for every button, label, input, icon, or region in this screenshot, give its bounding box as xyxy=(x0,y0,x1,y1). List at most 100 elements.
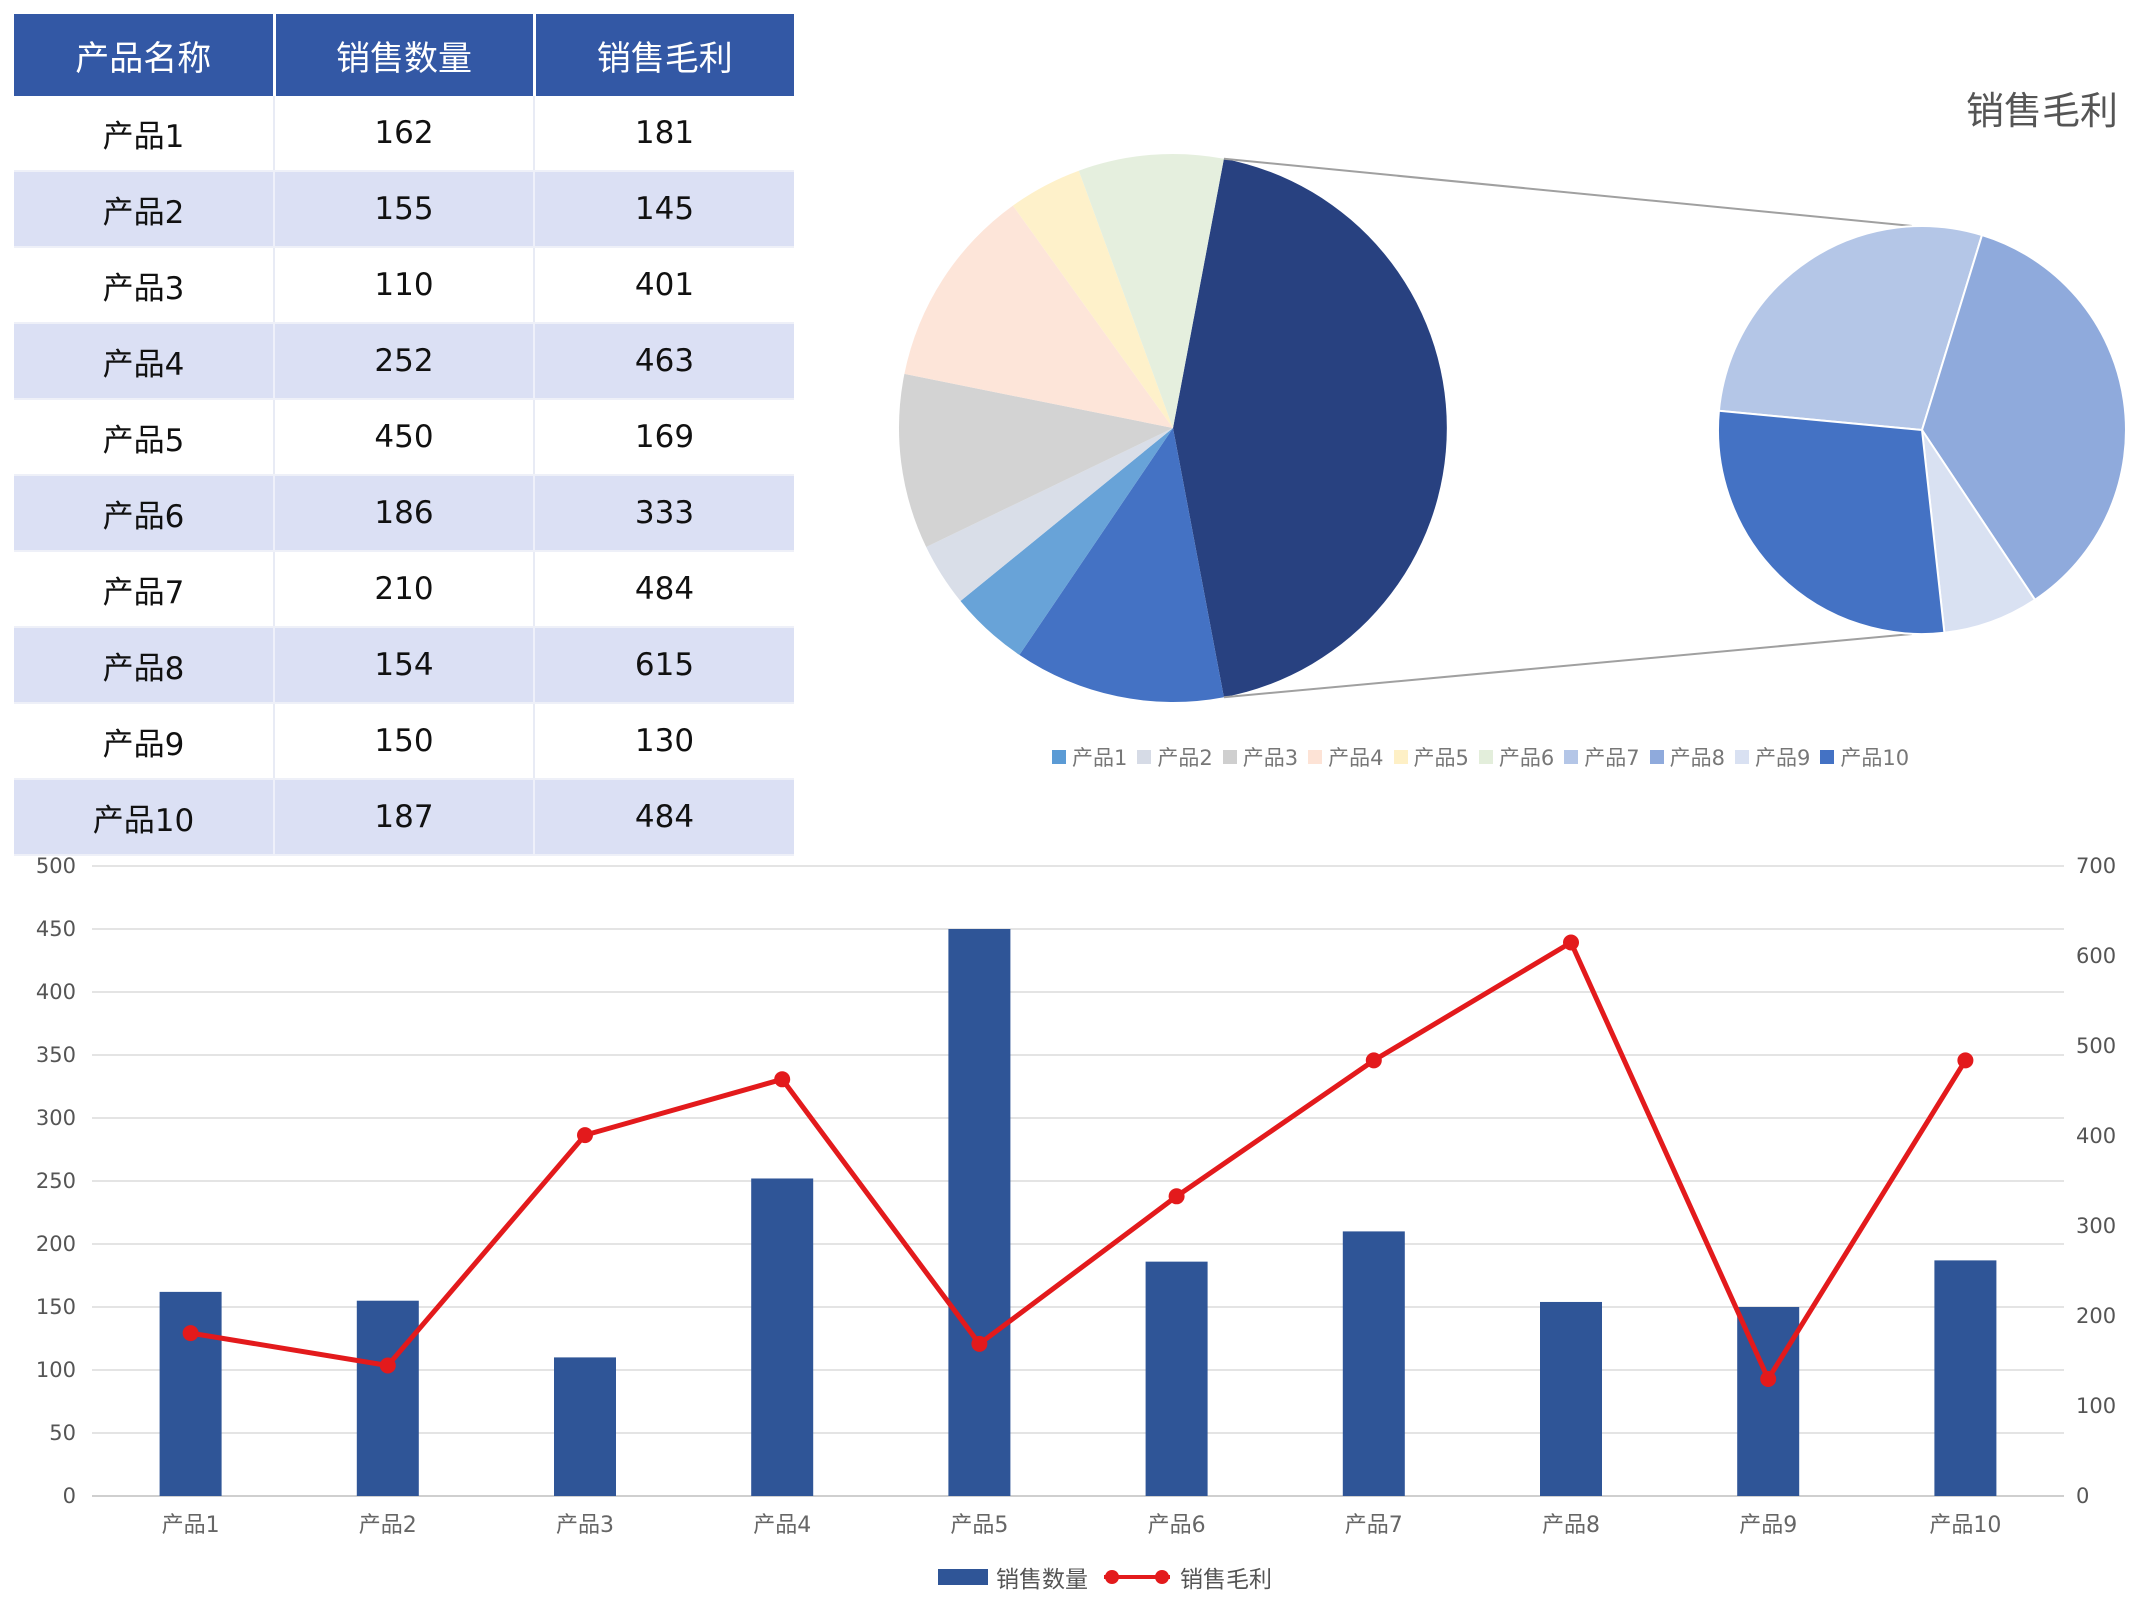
y2-tick-label: 500 xyxy=(2076,1034,2116,1058)
profit-point-产品5 xyxy=(971,1335,988,1352)
pie-legend-swatch xyxy=(1735,750,1749,764)
profit-point-产品10 xyxy=(1957,1052,1974,1069)
table-header-row: 产品名称 销售数量 销售毛利 xyxy=(14,14,794,96)
bar-产品1 xyxy=(159,1291,222,1496)
cell-gross-profit: 484 xyxy=(534,551,794,628)
y-tick-label: 400 xyxy=(36,980,76,1004)
y-tick-label: 300 xyxy=(36,1106,76,1130)
y2-tick-label: 300 xyxy=(2076,1214,2116,1238)
legend-swatch-profit xyxy=(1104,1570,1170,1584)
cell-sales-qty: 187 xyxy=(274,779,535,856)
profit-line xyxy=(190,940,1968,1382)
x-tick-label: 产品6 xyxy=(1148,1513,1206,1538)
sub-pie-slice-产品10 xyxy=(1717,409,1946,636)
pie-legend-label: 产品1 xyxy=(1072,746,1128,770)
cell-product-name: 产品9 xyxy=(14,703,275,780)
header-product-name: 产品名称 xyxy=(14,14,276,96)
table-row: 产品5 450 169 xyxy=(14,399,794,476)
cell-gross-profit: 333 xyxy=(534,475,794,552)
pie-slice-产品10 xyxy=(1019,428,1224,702)
pie-legend-item: 产品1 xyxy=(1052,742,1127,772)
pie-slice-other xyxy=(1173,158,1447,698)
x-tick-label: 产品3 xyxy=(556,1513,614,1538)
sub-pie-slice-产品9 xyxy=(1921,429,2037,634)
bar-产品2 xyxy=(356,1300,419,1496)
pie-legend-item: 产品2 xyxy=(1137,742,1213,772)
pie-legend-item: 产品9 xyxy=(1735,742,1810,772)
y-tick-label: 450 xyxy=(36,917,76,941)
pie-legend-label: 产品4 xyxy=(1328,746,1384,770)
pie-legend-label: 产品3 xyxy=(1242,746,1299,770)
cell-sales-qty: 154 xyxy=(274,627,535,704)
y-tick-label: 200 xyxy=(36,1232,76,1256)
cell-gross-profit: 169 xyxy=(534,399,794,476)
pie-legend-swatch xyxy=(1137,750,1152,764)
pie-connector-bottom xyxy=(1223,633,1913,699)
pie-slice-产品6 xyxy=(1078,154,1224,429)
bar-产品4 xyxy=(751,1178,814,1496)
pie-slice-产品3 xyxy=(899,373,1173,547)
cell-gross-profit: 615 xyxy=(534,627,794,704)
x-tick-label: 产品1 xyxy=(162,1513,220,1538)
pie-connector-top xyxy=(1223,157,1913,227)
cell-product-name: 产品7 xyxy=(14,551,275,628)
pie-legend-item: 产品6 xyxy=(1478,742,1554,772)
y-tick-label: 0 xyxy=(63,1484,76,1508)
header-gross-profit: 销售毛利 xyxy=(534,14,794,96)
pie-legend-swatch xyxy=(1393,750,1408,764)
pie-legend-label: 产品2 xyxy=(1157,746,1213,770)
pie-legend-item: 产品8 xyxy=(1649,742,1725,772)
cell-gross-profit: 145 xyxy=(534,171,794,248)
pie-legend-label: 产品10 xyxy=(1840,746,1910,770)
pie-slice-产品2 xyxy=(926,428,1173,601)
profit-point-产品9 xyxy=(1760,1371,1777,1387)
profit-point-产品3 xyxy=(577,1127,593,1144)
y2-tick-label: 700 xyxy=(2076,854,2116,878)
bar-产品5 xyxy=(948,929,1011,1496)
sub-pie-slice-产品7 xyxy=(1717,224,1984,432)
profit-point-产品7 xyxy=(1365,1052,1382,1069)
pie-chart-title: 销售毛利 xyxy=(1965,89,2118,133)
table-row: 产品2 155 145 xyxy=(14,171,794,248)
cell-sales-qty: 150 xyxy=(274,703,535,780)
pie-legend-label: 产品7 xyxy=(1584,746,1640,770)
bar-产品7 xyxy=(1342,1231,1405,1496)
y-tick-label: 500 xyxy=(36,854,76,878)
x-tick-label: 产品9 xyxy=(1739,1513,1797,1538)
cell-product-name: 产品4 xyxy=(14,323,275,400)
legend-swatch-qty xyxy=(938,1569,988,1585)
cell-product-name: 产品2 xyxy=(14,171,275,248)
x-tick-label: 产品7 xyxy=(1345,1513,1403,1538)
data-table: 产品名称 销售数量 销售毛利 产品1 162 181 产品2 155 145 产品3 110 4… xyxy=(14,14,794,856)
table-row: 产品7 210 484 xyxy=(14,551,794,628)
cell-product-name: 产品10 xyxy=(14,779,275,856)
pie-legend-item: 产品5 xyxy=(1393,742,1469,772)
cell-product-name: 产品6 xyxy=(14,475,275,552)
pie-legend-item: 产品4 xyxy=(1308,742,1384,772)
y-tick-label: 50 xyxy=(49,1421,76,1445)
pie-legend-item: 产品7 xyxy=(1564,742,1640,772)
y2-tick-label: 200 xyxy=(2076,1304,2116,1328)
cell-product-name: 产品1 xyxy=(14,96,275,172)
table-row: 产品9 150 130 xyxy=(14,703,794,780)
cell-sales-qty: 110 xyxy=(274,247,535,324)
pie-legend-swatch xyxy=(1308,750,1323,764)
table-row: 产品10 187 484 xyxy=(14,779,794,856)
cell-gross-profit: 181 xyxy=(534,96,794,172)
table-row: 产品8 154 615 xyxy=(14,627,794,704)
x-tick-label: 产品2 xyxy=(359,1513,417,1538)
cell-sales-qty: 450 xyxy=(274,399,535,476)
cell-gross-profit: 130 xyxy=(534,703,794,780)
table-body: 产品1 162 181 产品2 155 145 产品3 110 401 产品4 252 463 产品5 4… xyxy=(14,96,794,856)
x-tick-label: 产品4 xyxy=(753,1513,811,1538)
profit-point-产品8 xyxy=(1563,934,1579,951)
pie-legend-label: 产品9 xyxy=(1755,746,1811,770)
cell-product-name: 产品3 xyxy=(14,247,275,324)
y2-tick-label: 600 xyxy=(2076,944,2116,968)
y2-tick-label: 400 xyxy=(2076,1124,2116,1148)
legend-label-qty: 销售数量 xyxy=(996,1567,1088,1593)
pie-slice-产品4 xyxy=(904,205,1173,428)
cell-gross-profit: 463 xyxy=(534,323,794,400)
cell-gross-profit: 484 xyxy=(534,779,794,856)
